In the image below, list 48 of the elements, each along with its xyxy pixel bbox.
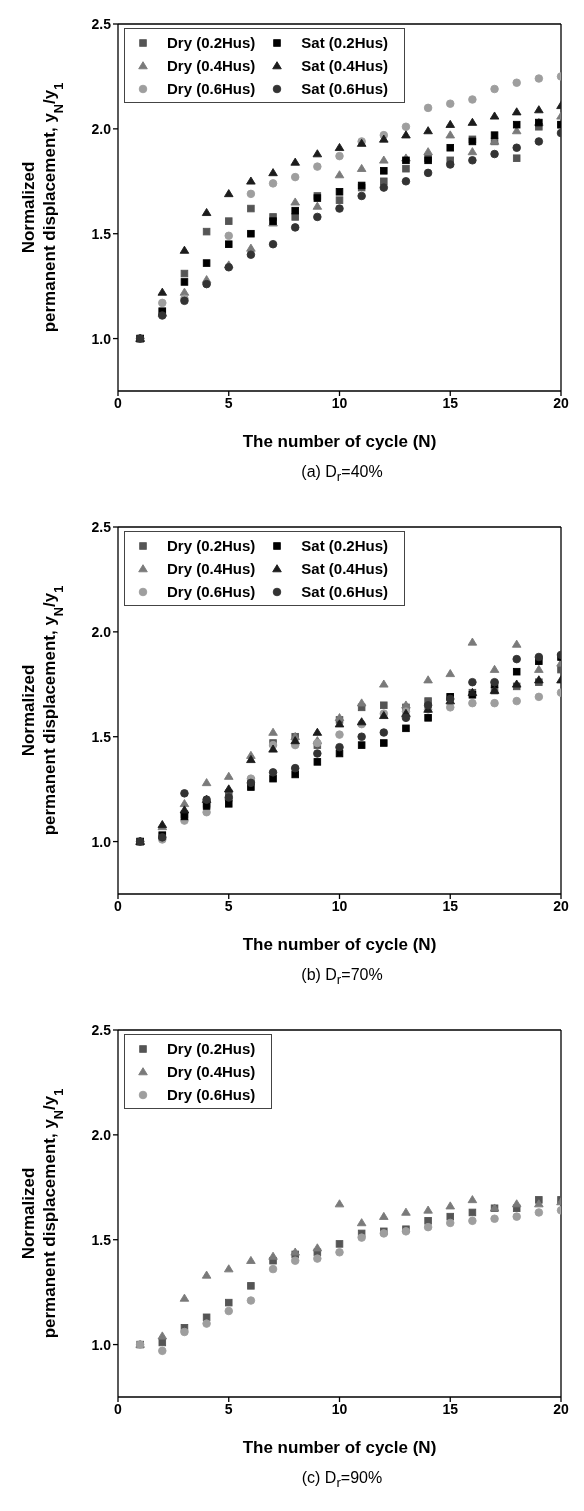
legend-label: Dry (0.4Hus) [167,1063,256,1080]
x-tick-label: 5 [224,897,233,914]
legend-label: Dry (0.4Hus) [167,560,256,577]
y-tick-label: 1.5 [91,1231,112,1248]
x-tick-label: 10 [331,1400,348,1417]
x-tick-label: 10 [331,897,348,914]
x-tick-label: 20 [553,394,569,411]
legend-label: Dry (0.6Hus) [167,80,256,97]
x-axis-title: The number of cycle (N) [242,935,437,954]
y-tick-label: 1.0 [91,330,112,347]
text: (b) D$_{r}$=70% [300,966,384,988]
x-tick-label: 0 [114,394,123,411]
x-tick-label: 5 [224,394,233,411]
y-tick-label: 2.5 [91,15,112,32]
legend-label: Sat (0.4Hus) [301,560,389,577]
x-tick-label: 5 [224,1400,233,1417]
legend-label: Dry (0.2Hus) [167,34,256,51]
x-tick-label: 20 [553,1400,569,1417]
x-tick-label: 15 [442,897,459,914]
x-tick-label: 15 [442,1400,459,1417]
y-tick-label: 2.0 [91,623,112,640]
y-tick-label: 1.0 [91,1336,112,1353]
y-tick-label: 1.5 [91,225,112,242]
y-tick-label: 2.0 [91,1126,112,1143]
y-tick-label: 1.0 [91,833,112,850]
y-tick-label: 1.5 [91,728,112,745]
y-tick-label: 2.0 [91,120,112,137]
x-tick-label: 0 [114,1400,123,1417]
x-tick-label: 15 [442,394,459,411]
x-tick-label: 20 [553,897,569,914]
x-tick-label: 0 [114,897,123,914]
legend-label: Dry (0.6Hus) [167,583,256,600]
y-tick-label: 2.5 [91,1021,112,1038]
legend-label: Dry (0.6Hus) [167,1086,256,1103]
legend-label: Sat (0.2Hus) [301,34,389,51]
legend-label: Sat (0.2Hus) [301,537,389,554]
y-tick-label: 2.5 [91,518,112,535]
x-tick-label: 10 [331,394,348,411]
legend-label: Sat (0.4Hus) [301,57,389,74]
legend-label: Dry (0.4Hus) [167,57,256,74]
x-axis-title: The number of cycle (N) [242,432,437,451]
legend-label: Sat (0.6Hus) [301,80,389,97]
x-axis-title: The number of cycle (N) [242,1438,437,1457]
legend-label: Sat (0.6Hus) [301,583,389,600]
text: (c) D$_{r}$=90% [300,1469,384,1491]
text: (a) D$_{r}$=40% [300,463,384,485]
legend-label: Dry (0.2Hus) [167,537,256,554]
legend-label: Dry (0.2Hus) [167,1040,256,1057]
